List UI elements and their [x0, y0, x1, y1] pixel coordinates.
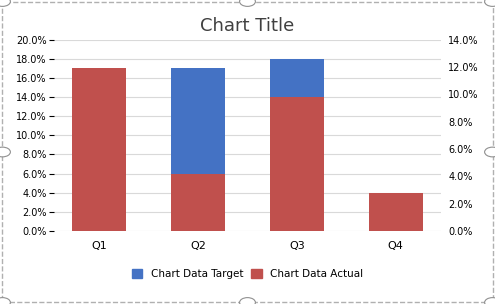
- Bar: [270, 59, 324, 231]
- Title: Chart Title: Chart Title: [200, 17, 295, 35]
- Bar: [171, 68, 225, 231]
- Bar: [72, 68, 126, 231]
- Bar: [72, 202, 126, 231]
- Bar: [369, 193, 423, 231]
- Bar: [171, 174, 225, 231]
- Legend: Chart Data Target, Chart Data Actual: Chart Data Target, Chart Data Actual: [128, 265, 367, 283]
- Bar: [369, 193, 423, 231]
- Bar: [270, 97, 324, 231]
